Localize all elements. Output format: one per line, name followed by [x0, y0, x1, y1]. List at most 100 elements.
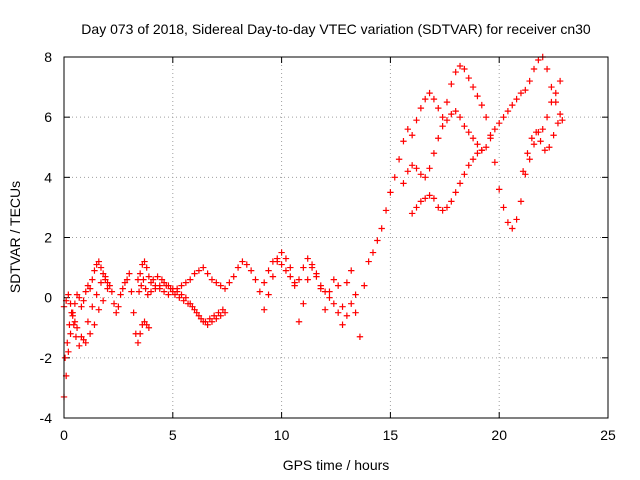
- data-point: [197, 315, 205, 322]
- data-point: [504, 219, 512, 226]
- data-point: [278, 249, 285, 256]
- data-point: [552, 89, 559, 97]
- data-point: [180, 297, 187, 304]
- data-point: [104, 285, 111, 292]
- data-point: [500, 204, 507, 211]
- data-point: [537, 138, 544, 145]
- data-point: [474, 141, 481, 148]
- x-tick-label: 10: [274, 427, 290, 443]
- data-point: [213, 279, 220, 286]
- data-point: [469, 135, 477, 142]
- data-point: [160, 288, 168, 295]
- data-point: [469, 83, 477, 91]
- data-point: [339, 321, 346, 328]
- data-point: [524, 150, 531, 157]
- data-point: [465, 162, 472, 169]
- data-point: [408, 162, 416, 169]
- data-point: [365, 258, 372, 265]
- data-point: [513, 216, 520, 223]
- data-point: [509, 101, 516, 109]
- data-point: [422, 95, 429, 103]
- data-point: [138, 282, 145, 289]
- data-point: [163, 282, 170, 289]
- data-point: [513, 95, 520, 103]
- data-point: [97, 264, 105, 271]
- data-point: [550, 132, 557, 139]
- data-point: [374, 237, 381, 244]
- data-point: [91, 321, 98, 328]
- data-point: [204, 270, 211, 277]
- data-point: [408, 210, 416, 217]
- y-axis-label: SDTVAR / TECUs: [7, 181, 23, 293]
- data-point: [526, 156, 533, 163]
- data-point: [387, 189, 394, 196]
- data-point: [95, 306, 103, 313]
- data-point: [152, 282, 159, 289]
- data-point: [178, 282, 185, 289]
- data-point: [243, 261, 250, 268]
- chart-title: Day 073 of 2018, Sidereal Day-to-day VTE…: [81, 21, 591, 37]
- data-point: [123, 276, 131, 283]
- data-point: [404, 126, 412, 133]
- data-point: [530, 141, 538, 148]
- data-point: [556, 77, 564, 85]
- data-point: [136, 270, 144, 277]
- data-point: [348, 267, 355, 274]
- data-point: [413, 165, 420, 172]
- data-point: [413, 204, 420, 211]
- data-point: [221, 285, 229, 292]
- data-point: [417, 104, 425, 112]
- data-point: [496, 119, 503, 127]
- data-point: [65, 348, 72, 356]
- data-point: [200, 264, 207, 271]
- data-point: [430, 150, 438, 157]
- data-point: [215, 309, 222, 316]
- data-point: [474, 92, 481, 100]
- data-point: [65, 291, 72, 298]
- data-point: [252, 276, 259, 283]
- data-point: [348, 300, 355, 307]
- data-point: [134, 276, 142, 283]
- data-point: [500, 113, 507, 121]
- data-point: [97, 279, 105, 286]
- data-point: [300, 264, 307, 271]
- data-point: [206, 315, 213, 322]
- data-point: [278, 261, 285, 268]
- data-point: [369, 249, 377, 256]
- data-point: [543, 65, 551, 73]
- data-point: [439, 122, 446, 130]
- data-point: [265, 291, 272, 298]
- data-point: [334, 282, 342, 289]
- data-point: [435, 104, 442, 112]
- data-point: [73, 324, 81, 331]
- data-point: [130, 309, 137, 316]
- data-point: [256, 288, 264, 295]
- data-point: [356, 333, 364, 340]
- data-point: [234, 264, 242, 271]
- data-point: [530, 65, 538, 73]
- data-point: [76, 342, 83, 349]
- data-point: [321, 306, 329, 313]
- data-point: [89, 303, 96, 310]
- data-point: [426, 89, 433, 97]
- data-point: [67, 330, 74, 337]
- plot-frame: [63, 56, 609, 419]
- data-point: [304, 276, 311, 283]
- data-point: [417, 171, 425, 178]
- data-point: [217, 282, 224, 289]
- data-point: [67, 300, 74, 307]
- data-point: [71, 318, 79, 325]
- data-point: [526, 77, 533, 85]
- data-point: [260, 279, 268, 286]
- data-point: [461, 65, 468, 73]
- x-tick-label: 25: [600, 427, 616, 443]
- data-point: [141, 258, 148, 265]
- data-point: [326, 294, 333, 301]
- data-point: [195, 267, 203, 274]
- data-point: [145, 273, 153, 280]
- data-point: [400, 180, 407, 187]
- y-tick-label: 4: [44, 169, 52, 185]
- x-tick-label: 15: [383, 427, 399, 443]
- data-point: [282, 255, 290, 262]
- data-point: [378, 225, 385, 232]
